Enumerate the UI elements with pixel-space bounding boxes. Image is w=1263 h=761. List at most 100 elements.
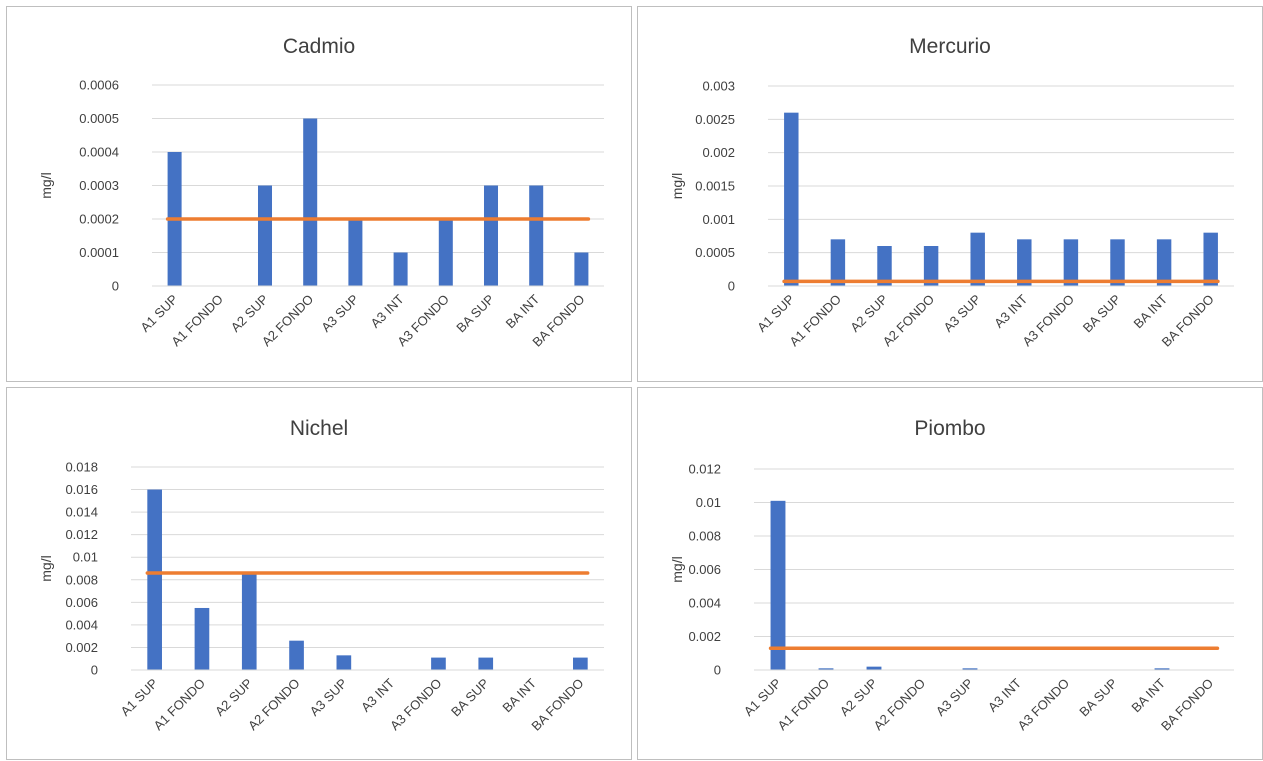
- y-tick-label: 0.002: [65, 640, 98, 655]
- bar-a2-fondo: [923, 246, 939, 286]
- y-axis-label: mg/l: [669, 556, 685, 582]
- y-tick-label: 0.0025: [695, 112, 735, 127]
- x-tick-label: A3 INT: [991, 291, 1030, 330]
- y-axis-label: mg/l: [38, 172, 54, 198]
- bar-a3-fondo: [1063, 239, 1079, 286]
- x-tick-label: A3 FONDO: [387, 676, 445, 734]
- x-tick-label: BA INT: [499, 675, 539, 715]
- y-tick-label: 0.003: [702, 79, 735, 94]
- chart-panel-nichel: Nichel 0 0.002 0.004 0.006 0.008 0.01 0.012 0.01…: [6, 387, 632, 760]
- x-tick-label: A3 INT: [367, 291, 406, 330]
- y-tick-label: 0.0015: [695, 179, 735, 194]
- bar-ba-fondo: [1203, 232, 1218, 286]
- x-tick-label: A1 FONDO: [775, 676, 833, 734]
- chart-title: Cadmio: [283, 35, 355, 58]
- x-tick-label: BA SUP: [448, 676, 492, 720]
- y-tick-label: 0.0001: [79, 245, 119, 260]
- bar-a3-int: [1017, 239, 1032, 286]
- bar-a3-sup: [336, 655, 352, 670]
- bar-ba-int: [529, 185, 544, 286]
- chart-panel-cadmio: Cadmio 0 0.0001 0.0002 0.0003 0.0004 0.0005 0.0…: [6, 6, 632, 382]
- chart-svg-nichel: Nichel 0 0.002 0.004 0.006 0.008 0.01 0.012 0.01…: [38, 417, 604, 734]
- x-tick-label: A1 SUP: [741, 676, 784, 719]
- x-tick-label: A2 SUP: [837, 676, 880, 719]
- bar-a1-sup: [770, 500, 786, 670]
- chart-title: Nichel: [290, 417, 348, 440]
- y-tick-label: 0.001: [702, 212, 735, 227]
- y-axis-label: mg/l: [669, 173, 685, 199]
- x-tick-label: A1 SUP: [137, 292, 180, 335]
- x-tick-label: BA INT: [1130, 291, 1170, 331]
- bar-a2-sup: [257, 185, 273, 286]
- bar-ba-int: [1156, 239, 1172, 286]
- bar-ba-sup: [483, 185, 499, 286]
- x-tick-label: A2 SUP: [212, 676, 255, 719]
- bar-ba-fondo: [573, 657, 588, 670]
- chart-title: Mercurio: [909, 35, 991, 58]
- y-axis-label: mg/l: [38, 555, 54, 581]
- chart-title: Piombo: [914, 417, 985, 440]
- x-tick-label: A3 SUP: [307, 676, 350, 719]
- x-tick-label: BA INT: [1128, 675, 1168, 715]
- y-tick-label: 0.01: [73, 550, 98, 565]
- y-tick-label: 0.0005: [695, 245, 735, 260]
- bar-a1-sup: [147, 489, 162, 670]
- bar-a1-fondo: [818, 668, 834, 670]
- bar-a1-sup: [784, 112, 799, 287]
- bar-a3-sup: [348, 219, 363, 286]
- x-tick-label: A2 FONDO: [245, 676, 303, 734]
- y-tick-label: 0.0005: [79, 111, 119, 126]
- y-tick-label: 0.014: [65, 505, 98, 520]
- y-tick-label: 0.016: [65, 482, 98, 497]
- x-tick-label: A1 SUP: [117, 676, 160, 719]
- y-tick-label: 0.004: [688, 596, 721, 611]
- y-tick-label: 0.0002: [79, 212, 119, 227]
- y-tick-label: 0.0004: [79, 145, 119, 160]
- y-tick-label: 0.01: [696, 495, 721, 510]
- bar-ba-int: [1154, 668, 1170, 670]
- bar-ba-fondo: [574, 252, 589, 286]
- x-tick-label: A1 SUP: [754, 292, 797, 335]
- chart-svg-mercurio: Mercurio 0 0.0005 0.001 0.0015 0.002 0.0025 0.0…: [669, 35, 1234, 350]
- y-tick-label: 0.0003: [79, 178, 119, 193]
- y-tick-label: 0.002: [688, 629, 721, 644]
- y-tick-label: 0.018: [65, 460, 98, 475]
- x-tick-label: A3 FONDO: [1015, 676, 1073, 734]
- chart-panel-piombo: Piombo 0 0.002 0.004 0.006 0.008 0.01 0.012 mg/l…: [637, 387, 1263, 760]
- bar-a3-sup: [970, 232, 985, 286]
- x-tick-label: BA SUP: [1076, 676, 1120, 720]
- bar-a3-sup: [962, 668, 978, 670]
- chart-panel-mercurio: Mercurio 0 0.0005 0.001 0.0015 0.002 0.0025 0.0…: [637, 6, 1263, 382]
- x-tick-label: A3 SUP: [941, 292, 984, 335]
- bar-a2-sup: [241, 573, 257, 670]
- x-tick-label: BA INT: [503, 291, 543, 331]
- bar-a3-int: [393, 252, 408, 286]
- y-tick-label: 0.012: [688, 462, 721, 477]
- x-tick-label: A3 INT: [358, 675, 397, 714]
- bar-ba-sup: [1110, 239, 1125, 286]
- bar-a1-fondo: [830, 239, 846, 286]
- bar-a2-sup: [877, 246, 892, 286]
- y-tick-label: 0.008: [65, 572, 98, 587]
- x-tick-label: A3 SUP: [318, 292, 361, 335]
- x-tick-label: BA FONDO: [1158, 676, 1216, 734]
- bar-a2-fondo: [303, 118, 318, 286]
- y-tick-label: 0: [112, 279, 119, 294]
- bar-a2-fondo: [289, 640, 304, 670]
- x-tick-label: A3 SUP: [933, 676, 976, 719]
- y-tick-label: 0.0006: [79, 78, 119, 93]
- x-tick-label: A2 SUP: [847, 292, 890, 335]
- y-tick-label: 0: [91, 663, 98, 678]
- bar-a3-fondo: [431, 657, 446, 670]
- y-tick-label: 0.012: [65, 527, 98, 542]
- chart-svg-cadmio: Cadmio 0 0.0001 0.0002 0.0003 0.0004 0.0005 0.0…: [38, 35, 604, 350]
- x-tick-label: BA SUP: [1080, 292, 1124, 336]
- chart-svg-piombo: Piombo 0 0.002 0.004 0.006 0.008 0.01 0.012 mg/l…: [669, 417, 1234, 734]
- y-tick-label: 0: [728, 279, 735, 294]
- bar-a1-fondo: [194, 607, 210, 670]
- y-tick-label: 0.002: [702, 145, 735, 160]
- bar-ba-sup: [478, 657, 494, 670]
- x-tick-label: A1 FONDO: [150, 676, 208, 734]
- x-tick-label: A2 SUP: [228, 292, 271, 335]
- y-tick-label: 0.006: [688, 562, 721, 577]
